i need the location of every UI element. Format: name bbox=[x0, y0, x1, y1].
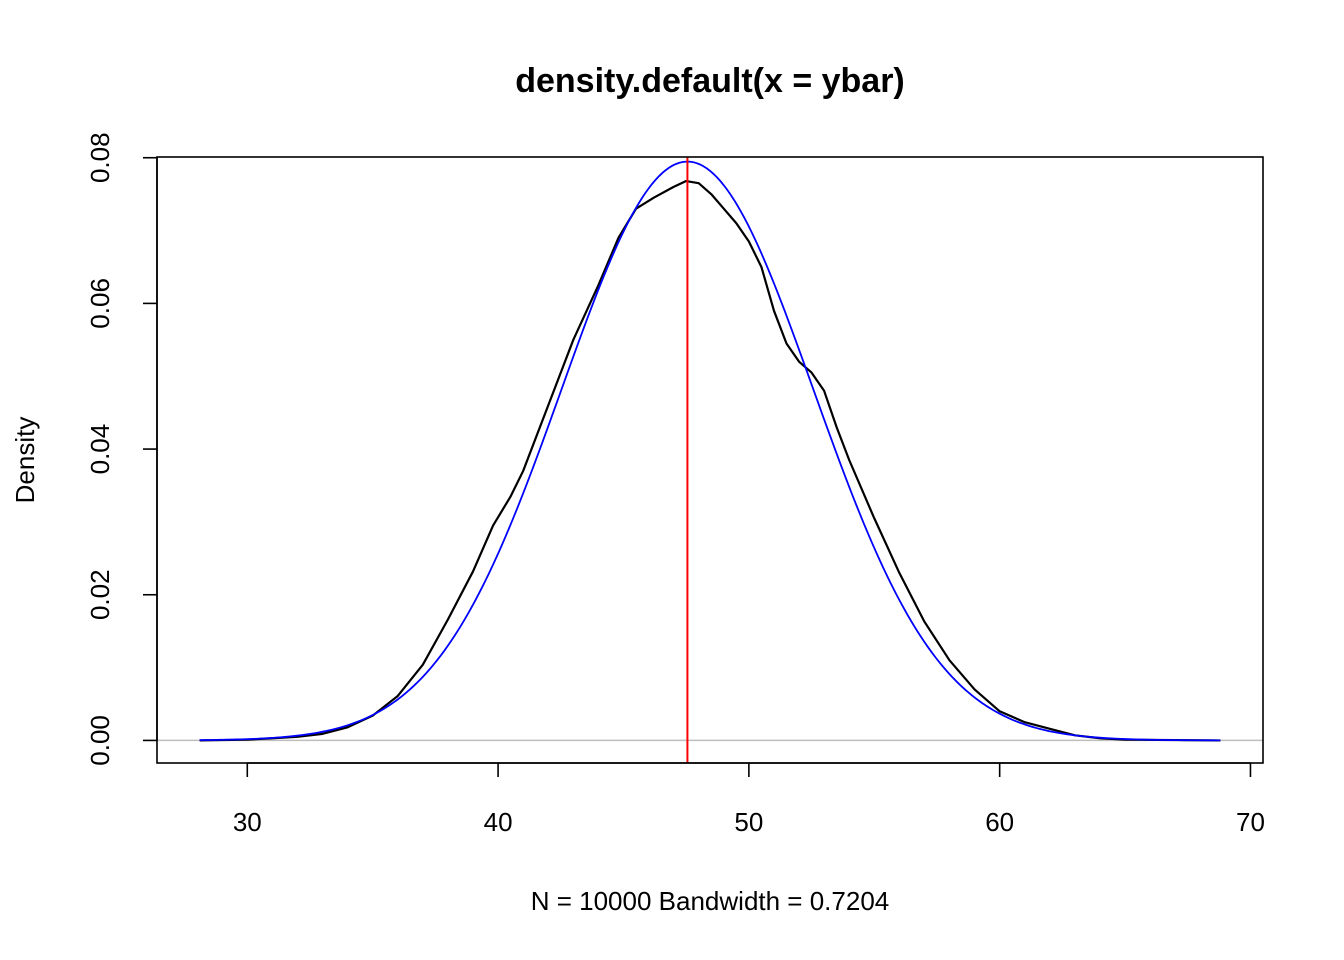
normal-curve bbox=[199, 160, 1221, 742]
y-tick-label: 0.08 bbox=[85, 132, 115, 183]
y-tick-label: 0.06 bbox=[85, 278, 115, 329]
y-tick-label: 0.04 bbox=[85, 424, 115, 475]
x-tick-label: 50 bbox=[734, 807, 763, 837]
y-tick-label: 0.02 bbox=[85, 569, 115, 620]
chart-title: density.default(x = ybar) bbox=[515, 62, 905, 100]
density-curve bbox=[199, 179, 1221, 742]
y-tick-label: 0.00 bbox=[85, 715, 115, 766]
x-tick-label: 70 bbox=[1236, 807, 1265, 837]
x-axis-label: N = 10000 Bandwidth = 0.7204 bbox=[531, 886, 890, 916]
plot-area bbox=[156, 156, 1264, 764]
x-axis: 30 40 50 60 70 bbox=[233, 762, 1265, 837]
x-tick-label: 30 bbox=[233, 807, 262, 837]
y-axis-label: Density bbox=[10, 417, 40, 504]
y-axis: 0.00 0.02 0.04 0.06 0.08 bbox=[85, 132, 158, 766]
plot-box bbox=[156, 156, 1264, 764]
x-tick-label: 40 bbox=[484, 807, 513, 837]
x-tick-label: 60 bbox=[985, 807, 1014, 837]
